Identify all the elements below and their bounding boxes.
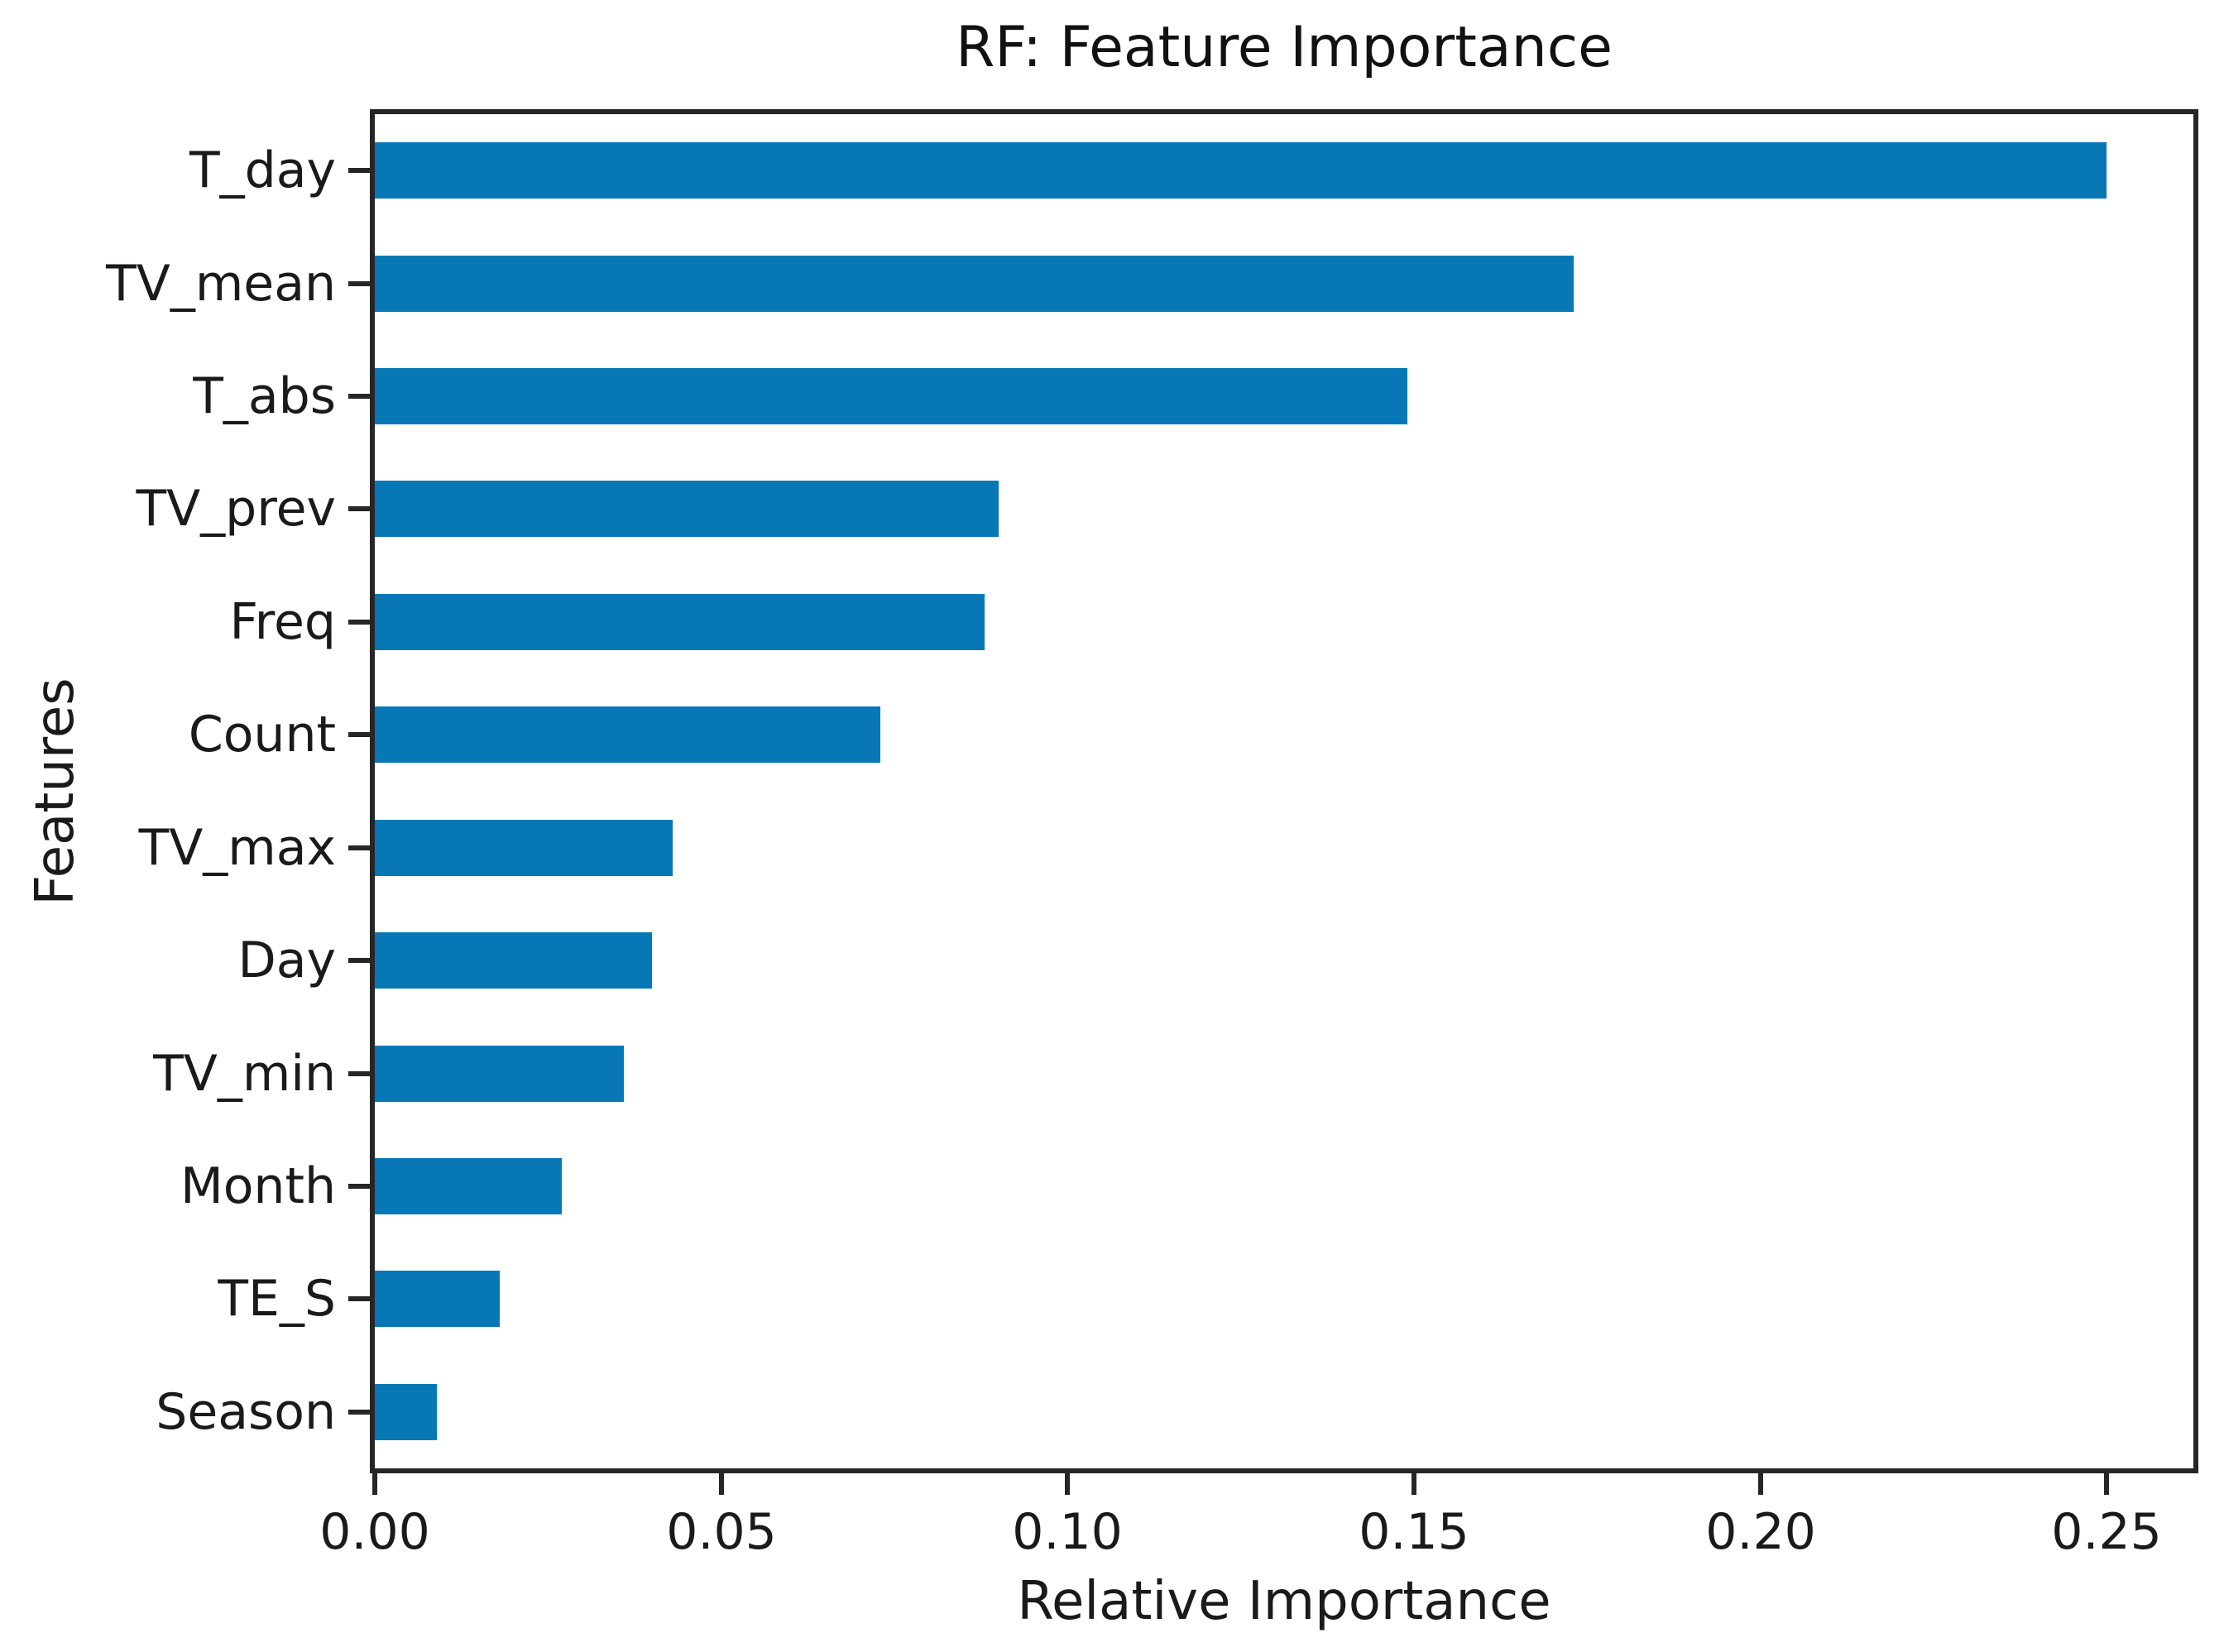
bar-Month: [375, 1157, 562, 1214]
bar-TE_S: [375, 1271, 500, 1328]
ytick-label-TE_S: TE_S: [218, 1270, 336, 1328]
chart-title: RF: Feature Importance: [956, 15, 1613, 80]
ytick-label-Freq: Freq: [229, 593, 337, 651]
ytick-label-T_abs: T_abs: [193, 367, 336, 425]
bar-Count: [375, 706, 880, 764]
bar-TV_max: [375, 819, 673, 876]
bar-TV_prev: [375, 481, 999, 538]
ytick-TE_S: [348, 1296, 370, 1301]
ytick-Season: [348, 1410, 370, 1415]
ytick-TV_max: [348, 845, 370, 850]
ytick-Day: [348, 958, 370, 963]
xtick-label-0.10: 0.10: [1012, 1503, 1123, 1561]
xtick-label-0.15: 0.15: [1359, 1503, 1469, 1561]
ytick-TV_min: [348, 1071, 370, 1076]
ytick-label-T_day: T_day: [189, 141, 336, 199]
ytick-label-TV_prev: TV_prev: [136, 480, 336, 538]
ytick-label-Count: Count: [188, 706, 336, 764]
ytick-T_abs: [348, 394, 370, 399]
xtick-0.25: [2104, 1473, 2109, 1495]
xtick-label-0.05: 0.05: [666, 1503, 777, 1561]
bar-T_day: [375, 142, 2107, 199]
xtick-label-0.00: 0.00: [319, 1503, 430, 1561]
bar-T_abs: [375, 368, 1407, 425]
bar-TV_mean: [375, 255, 1574, 312]
bar-TV_min: [375, 1045, 624, 1102]
bar-Season: [375, 1383, 437, 1440]
xtick-0.00: [372, 1473, 377, 1495]
xtick-label-0.25: 0.25: [2051, 1503, 2162, 1561]
ytick-label-TV_min: TV_min: [153, 1045, 336, 1103]
ytick-label-Day: Day: [237, 931, 336, 989]
xtick-0.10: [1065, 1473, 1070, 1495]
x-axis-label: Relative Importance: [1017, 1571, 1551, 1632]
xtick-0.05: [719, 1473, 724, 1495]
ytick-TV_prev: [348, 506, 370, 511]
ytick-Month: [348, 1184, 370, 1189]
y-axis-label: Features: [25, 678, 86, 906]
xtick-label-0.20: 0.20: [1705, 1503, 1816, 1561]
ytick-label-Season: Season: [156, 1383, 336, 1441]
plot-area: [370, 109, 2198, 1473]
ytick-Freq: [348, 620, 370, 625]
bar-Freq: [375, 593, 985, 650]
ytick-label-TV_max: TV_max: [138, 819, 336, 877]
xtick-0.15: [1412, 1473, 1416, 1495]
ytick-label-Month: Month: [180, 1157, 336, 1215]
ytick-T_day: [348, 168, 370, 173]
xtick-0.20: [1758, 1473, 1763, 1495]
ytick-Count: [348, 732, 370, 737]
bar-Day: [375, 932, 652, 989]
ytick-label-TV_mean: TV_mean: [106, 255, 336, 313]
ytick-TV_mean: [348, 281, 370, 286]
